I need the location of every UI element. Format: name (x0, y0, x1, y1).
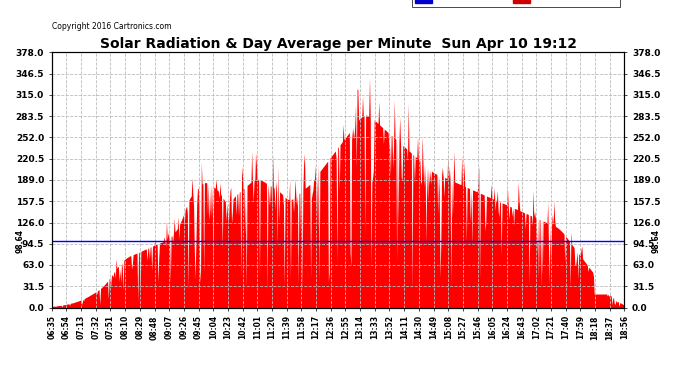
Legend: Median (w/m2), Radiation (w/m2): Median (w/m2), Radiation (w/m2) (413, 0, 620, 7)
Text: Copyright 2016 Cartronics.com: Copyright 2016 Cartronics.com (52, 22, 171, 31)
Text: 98.64: 98.64 (16, 229, 25, 253)
Title: Solar Radiation & Day Average per Minute  Sun Apr 10 19:12: Solar Radiation & Day Average per Minute… (99, 38, 577, 51)
Text: 98.64: 98.64 (651, 229, 660, 253)
